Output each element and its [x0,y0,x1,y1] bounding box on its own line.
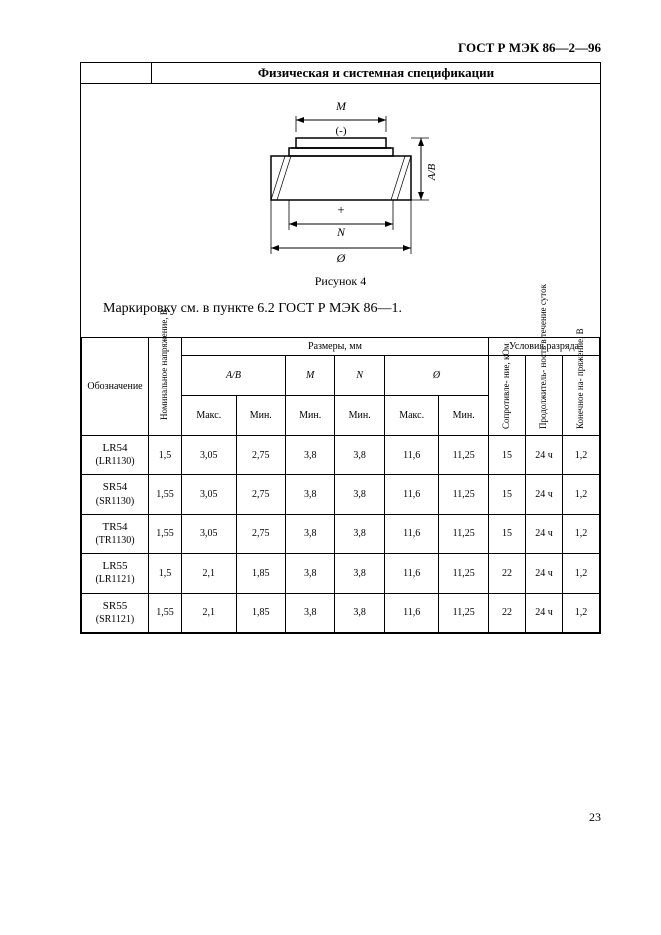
row-m-min: 3,8 [285,475,334,514]
hdr-designation: Обозначение [87,381,142,392]
row-d-max: 11,6 [384,475,439,514]
row-r: 22 [489,554,526,593]
row-dur: 24 ч [526,475,563,514]
row-ab-min: 2,75 [236,436,285,475]
hdr-duration: Продолжитель- ность в течение суток [539,359,549,429]
hdr-m: М [306,370,314,381]
fig-polarity-top: (-) [335,125,346,137]
hdr-ab-max: Макс. [182,396,237,436]
row-dur: 24 ч [526,554,563,593]
row-ev: 1,2 [563,554,600,593]
title-spacer [81,63,152,83]
row-alt: (SR1130) [96,496,135,507]
row-ev: 1,2 [563,475,600,514]
row-v: 1,5 [149,436,182,475]
row-m-min: 3,8 [285,514,334,553]
row-d-max: 11,6 [384,554,439,593]
row-v: 1,55 [149,593,182,632]
table-row: SR55(SR1121)1,552,11,853,83,811,611,2522… [82,593,600,632]
row-name: LR54 [102,442,127,454]
fig-bottom-label: N [335,225,345,239]
row-ab-min: 2,75 [236,475,285,514]
row-ab-max: 3,05 [182,436,237,475]
row-alt: (TR1130) [95,535,134,546]
row-alt: (LR1130) [95,456,134,467]
row-r: 22 [489,593,526,632]
section-title: Физическая и системная спецификации [152,63,600,83]
figure-area: М (-) [81,84,600,337]
row-alt: (LR1121) [95,574,134,585]
row-d-max: 11,6 [384,514,439,553]
row-ab-max: 2,1 [182,554,237,593]
row-ab-max: 3,05 [182,475,237,514]
row-n-min: 3,8 [335,593,384,632]
row-v: 1,55 [149,475,182,514]
row-v: 1,5 [149,554,182,593]
hdr-n-min: Мин. [335,396,384,436]
hdr-end-voltage: Конечное на- пряжение, В [576,359,586,429]
row-m-min: 3,8 [285,436,334,475]
row-name: LR55 [102,560,127,572]
row-n-min: 3,8 [335,554,384,593]
table-row: TR54(TR1130)1,553,052,753,83,811,611,251… [82,514,600,553]
table-row: SR54(SR1130)1,553,052,753,83,811,611,251… [82,475,600,514]
row-m-min: 3,8 [285,554,334,593]
row-ab-min: 2,75 [236,514,285,553]
row-m-min: 3,8 [285,593,334,632]
row-d-min: 11,25 [439,593,489,632]
row-name: SR54 [103,481,127,493]
row-ev: 1,2 [563,593,600,632]
hdr-diameter: Ø [433,370,440,381]
hdr-ab-min: Мин. [236,396,285,436]
row-alt: (SR1121) [96,614,135,625]
row-d-max: 11,6 [384,593,439,632]
row-n-min: 3,8 [335,436,384,475]
spec-table: Обозначение Номинальное напряжение, В Ра… [81,337,600,633]
hdr-m-min: Мин. [285,396,334,436]
row-name: SR55 [103,600,127,612]
fig-side-label: A/B [426,163,438,181]
figure-drawing: М (-) [91,98,590,268]
row-ab-max: 3,05 [182,514,237,553]
row-d-min: 11,25 [439,475,489,514]
row-r: 15 [489,436,526,475]
row-r: 15 [489,514,526,553]
row-dur: 24 ч [526,514,563,553]
fig-polarity-bottom: + [337,202,344,217]
document-id: ГОСТ Р МЭК 86—2—96 [80,40,601,56]
hdr-d-min: Мин. [439,396,489,436]
table-row: LR55(LR1121)1,52,11,853,83,811,611,25222… [82,554,600,593]
hdr-nominal-voltage: Номинальное напряжение, В [160,350,170,420]
hdr-dimensions: Размеры, мм [182,338,489,356]
fig-top-label: М [335,99,347,113]
row-ab-min: 1,85 [236,554,285,593]
row-ev: 1,2 [563,436,600,475]
page-number: 23 [589,810,601,825]
row-n-min: 3,8 [335,475,384,514]
content-frame: Физическая и системная спецификации М (-… [80,62,601,634]
title-row: Физическая и системная спецификации [81,63,600,84]
row-d-min: 11,25 [439,436,489,475]
hdr-ab: A/B [226,370,241,381]
row-r: 15 [489,475,526,514]
row-n-min: 3,8 [335,514,384,553]
row-ab-max: 2,1 [182,593,237,632]
hdr-n: N [356,370,363,381]
hdr-resistance: Сопротивле- ние, кОм [502,359,512,429]
row-d-min: 11,25 [439,514,489,553]
row-dur: 24 ч [526,593,563,632]
figure-caption: Рисунок 4 [91,274,590,289]
table-row: LR54(LR1130)1,53,052,753,83,811,611,2515… [82,436,600,475]
hdr-d-max: Макс. [384,396,439,436]
row-v: 1,55 [149,514,182,553]
row-d-max: 11,6 [384,436,439,475]
row-dur: 24 ч [526,436,563,475]
row-name: TR54 [102,521,127,533]
row-ab-min: 1,85 [236,593,285,632]
row-ev: 1,2 [563,514,600,553]
fig-diameter-label: Ø [335,251,346,265]
row-d-min: 11,25 [439,554,489,593]
